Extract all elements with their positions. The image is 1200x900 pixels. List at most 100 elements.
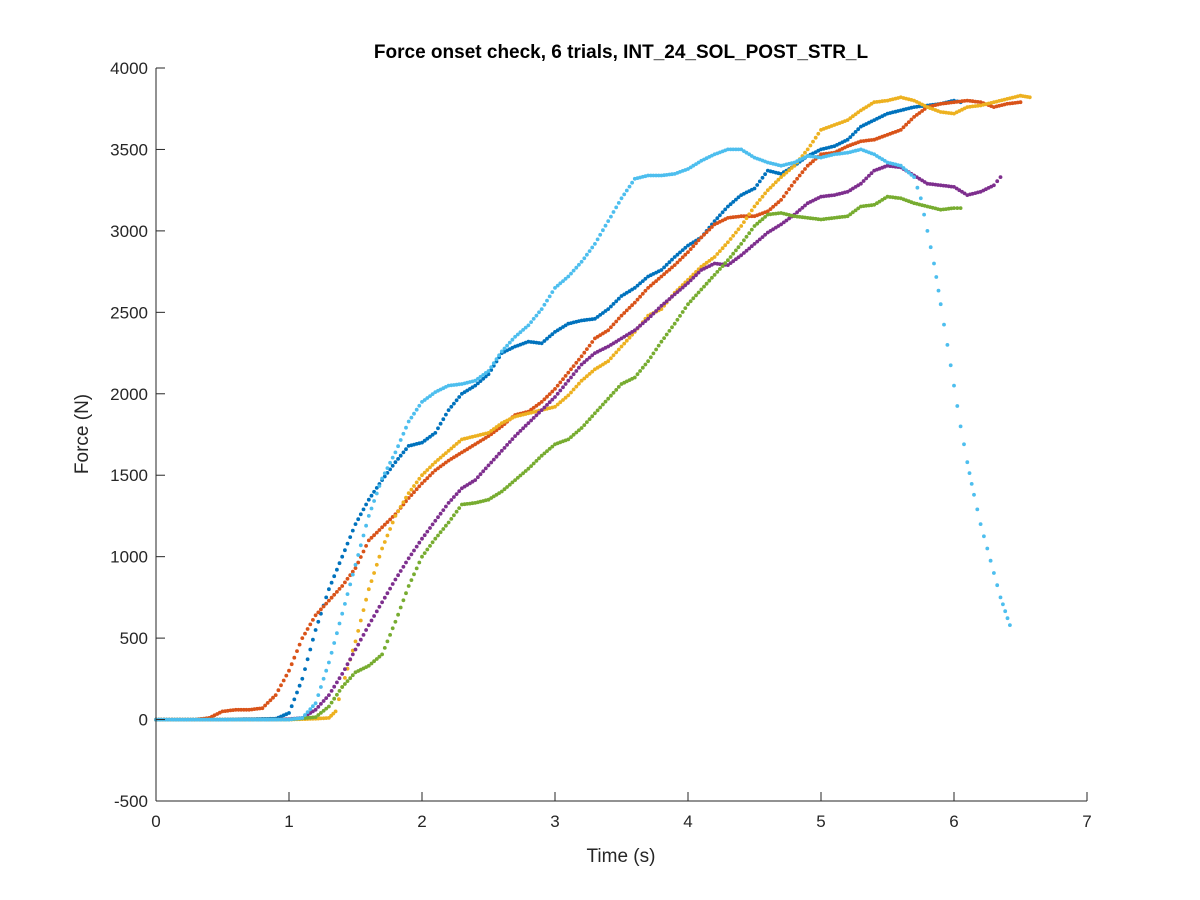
data-point: [523, 469, 528, 473]
data-point: [358, 555, 363, 559]
data-point: [726, 263, 730, 267]
data-point: [792, 180, 797, 184]
data-point: [813, 135, 818, 140]
data-point: [587, 355, 592, 360]
data-point: [204, 717, 209, 722]
data-point: [430, 540, 435, 545]
data-point: [377, 528, 382, 532]
data-point: [664, 270, 669, 274]
data-point: [385, 533, 390, 538]
data-point: [372, 659, 376, 664]
data-point: [768, 185, 773, 190]
data-point: [611, 322, 616, 327]
data-point: [563, 382, 568, 386]
data-point: [585, 374, 589, 379]
data-point: [731, 233, 736, 238]
data-point: [664, 332, 669, 337]
data-point: [598, 405, 603, 410]
data-point: [396, 457, 400, 461]
data-point: [228, 717, 233, 722]
data-point: [651, 351, 656, 356]
data-point: [731, 251, 736, 256]
data-point: [710, 257, 714, 261]
data-point: [614, 319, 619, 324]
data-point: [329, 595, 334, 600]
data-point: [616, 296, 621, 301]
data-point: [483, 371, 488, 375]
data-point: [542, 405, 547, 410]
data-point: [337, 587, 342, 591]
data-point: [470, 385, 475, 390]
data-point: [428, 473, 432, 478]
data-point: [420, 481, 424, 486]
data-point: [356, 560, 361, 565]
data-point: [340, 685, 345, 689]
data-point: [734, 257, 738, 262]
data-point: [534, 313, 539, 318]
data-point: [335, 567, 339, 572]
data-point: [760, 235, 765, 240]
series-layer: [154, 93, 1032, 722]
data-point: [436, 458, 440, 462]
data-point: [566, 370, 571, 375]
data-point: [1001, 602, 1005, 607]
data-point: [406, 556, 411, 561]
data-point: [563, 323, 568, 328]
data-point: [345, 662, 350, 667]
data-point: [417, 476, 422, 481]
data-point: [446, 448, 451, 453]
data-point: [569, 367, 573, 372]
data-point: [912, 175, 916, 180]
data-point: [696, 160, 701, 165]
data-point: [808, 143, 813, 148]
data-point: [590, 414, 595, 419]
data-point: [904, 168, 908, 173]
data-point: [561, 377, 565, 381]
data-point: [742, 251, 746, 255]
data-point: [696, 290, 701, 295]
data-point: [603, 309, 608, 313]
data-point: [449, 446, 454, 451]
data-point: [574, 265, 579, 270]
data-point: [329, 580, 334, 585]
data-point: [425, 476, 430, 481]
data-point: [651, 173, 656, 178]
data-point: [358, 637, 363, 642]
data-point: [486, 431, 491, 435]
data-point: [265, 701, 270, 705]
data-point: [603, 223, 608, 228]
data-point: [574, 360, 579, 365]
data-point: [550, 332, 555, 337]
data-point: [553, 404, 557, 409]
data-point: [366, 538, 371, 543]
data-point: [327, 660, 331, 665]
data-point: [691, 244, 696, 249]
data-point: [659, 268, 664, 272]
data-point: [446, 520, 451, 525]
data-point: [662, 336, 666, 340]
data-point: [539, 453, 544, 458]
data-point: [648, 314, 653, 319]
data-point: [337, 697, 341, 702]
data-point: [473, 378, 478, 383]
data-point: [763, 191, 767, 196]
data-point: [295, 690, 299, 695]
data-point: [390, 463, 395, 468]
data-point: [811, 139, 815, 144]
data-point: [752, 224, 757, 228]
data-point: [675, 260, 680, 265]
data-point: [324, 668, 329, 673]
data-point: [848, 135, 853, 140]
data-point: [454, 442, 459, 446]
data-point: [369, 618, 374, 623]
data-point: [531, 316, 536, 321]
data-point: [675, 290, 680, 294]
data-point: [433, 468, 438, 473]
data-point: [920, 109, 924, 113]
data-point: [667, 260, 672, 265]
data-point: [571, 372, 576, 377]
data-point: [992, 571, 996, 575]
data-point: [417, 403, 422, 408]
data-point: [515, 332, 520, 337]
